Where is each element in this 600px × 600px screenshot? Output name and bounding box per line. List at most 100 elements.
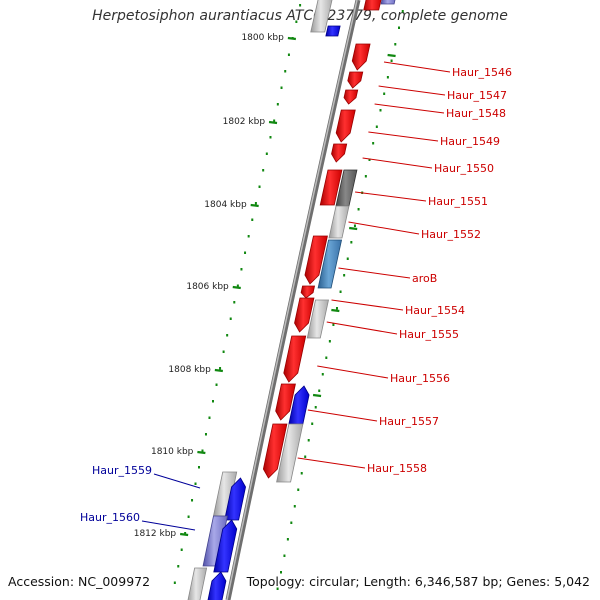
leader-line [378,85,446,96]
kbp-label: 1800 kbp [241,33,284,43]
gene-feature [300,285,316,299]
minor-tick [247,235,250,238]
minor-tick [187,515,190,518]
minor-tick [280,571,283,574]
topology-text: Topology: circular; Length: 6,346,587 bp… [246,574,590,589]
gene-label: Haur_1559 [92,464,152,477]
minor-tick [194,482,197,485]
minor-tick [328,340,331,343]
leader-line [383,61,451,73]
leader-line [362,157,433,169]
minor-tick [269,136,272,139]
minor-tick [386,76,389,79]
minor-tick [226,334,229,337]
leader-line [326,321,398,335]
minor-tick [173,581,176,584]
backbone [225,0,361,600]
kbp-label: 1804 kbp [204,200,247,210]
minor-tick [251,218,254,221]
minor-tick [236,284,239,287]
major-tick [287,36,296,41]
minor-tick [357,208,360,211]
minor-tick [280,86,283,89]
major-tick [179,532,189,537]
minor-tick [307,439,310,442]
minor-tick [290,521,293,524]
minor-tick [283,554,286,557]
minor-tick [325,356,328,359]
gene-feature [343,89,359,105]
minor-tick [229,317,232,320]
minor-tick [244,251,247,254]
gene-label: Haur_1557 [379,415,439,428]
gene-feature [319,169,343,206]
kbp-label: 1812 kbp [134,529,177,539]
minor-tick [262,169,265,172]
minor-tick [295,20,298,23]
minor-tick [364,175,367,178]
leader-line [307,409,378,422]
gene-feature [347,71,364,89]
gene-feature [363,0,382,11]
minor-tick [383,92,386,95]
gene-label: Haur_1552 [421,228,481,241]
minor-tick [197,466,200,469]
major-tick [232,285,241,290]
gene-labels: Haur_1546 Haur_1547 Haur_1548 Haur_1549 Haur… [80,61,512,531]
gene-feature [335,109,356,143]
minor-tick [219,367,222,370]
major-tick [197,450,206,455]
minor-tick [180,548,183,551]
gene-label: Haur_1550 [434,162,494,175]
minor-tick [240,268,243,271]
minor-tick [304,455,307,458]
minor-tick [297,488,300,491]
gene-feature [306,299,329,339]
gene-feature [207,571,227,600]
minor-tick [318,389,321,392]
minor-tick [390,59,393,62]
major-tick [268,120,278,125]
gene-feature [275,383,296,421]
gene-feature [380,0,396,5]
major-tick [349,226,358,231]
minor-tick [258,185,261,188]
minor-tick [293,505,296,508]
kbp-label: 1806 kbp [186,282,229,292]
major-tick [312,393,322,398]
minor-tick [184,532,187,535]
gene-label: Haur_1555 [399,328,459,341]
gene-label: Haur_1556 [390,372,450,385]
gene-feature [187,567,208,600]
minor-tick [372,142,375,145]
gene-label: Haur_1546 [452,66,512,79]
minor-tick [215,383,218,386]
minor-tick [379,109,382,112]
gene-feature [325,25,341,37]
gene-feature [276,423,304,483]
gene-label: Haur_1548 [446,107,506,120]
minor-tick [311,422,314,425]
gene-feature [294,297,315,333]
leader-line [153,473,201,489]
gene-features [187,0,396,600]
scale-ticks: 1800 kbp 1802 kbp 1804 kbp 1806 kbp 1808 kbp… [134,4,404,590]
gene-label: aroB [412,272,437,285]
leader-line [338,267,411,279]
minor-tick [321,373,324,376]
minor-tick [339,290,342,293]
gene-feature [317,239,343,289]
minor-tick [212,400,214,403]
minor-tick [353,224,356,227]
minor-tick [286,538,289,541]
gene-feature [331,143,348,163]
leader-line [355,191,427,202]
minor-tick [343,274,346,277]
minor-tick [368,158,371,161]
minor-tick [398,26,401,29]
minor-tick [201,449,204,452]
minor-tick [191,499,194,502]
gene-label: Haur_1554 [405,304,465,317]
gene-feature [262,423,288,479]
